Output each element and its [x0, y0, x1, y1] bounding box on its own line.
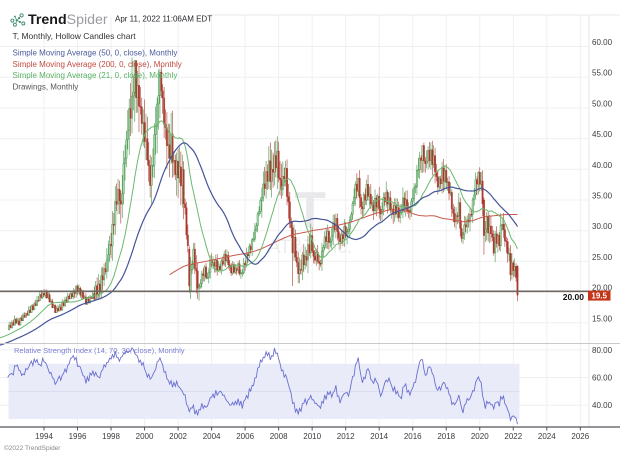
- svg-text:Relative Strength Index (14, 7: Relative Strength Index (14, 70, 30, clo…: [14, 346, 185, 355]
- svg-text:20.00: 20.00: [563, 292, 585, 302]
- svg-text:80.00: 80.00: [592, 346, 613, 355]
- svg-text:40.00: 40.00: [592, 401, 613, 410]
- svg-text:2004: 2004: [203, 432, 221, 441]
- svg-text:1994: 1994: [35, 432, 53, 441]
- svg-text:Simple Moving Average (21, 0,: Simple Moving Average (21, 0, close), Mo…: [13, 71, 178, 80]
- svg-text:2000: 2000: [136, 432, 154, 441]
- svg-text:Simple Moving Average (50, 0,: Simple Moving Average (50, 0, close), Mo…: [13, 49, 178, 58]
- svg-text:60.00: 60.00: [592, 38, 613, 47]
- svg-text:2002: 2002: [169, 432, 187, 441]
- svg-text:Simple Moving Average (200, 0,: Simple Moving Average (200, 0, close), M…: [13, 60, 182, 69]
- svg-text:2018: 2018: [437, 432, 455, 441]
- svg-text:45.00: 45.00: [592, 130, 613, 139]
- svg-text:2014: 2014: [370, 432, 388, 441]
- svg-text:2026: 2026: [571, 432, 589, 441]
- svg-text:40.00: 40.00: [592, 161, 613, 170]
- svg-text:T: T: [294, 182, 326, 240]
- svg-text:50.00: 50.00: [592, 99, 613, 108]
- svg-text:55.00: 55.00: [592, 69, 613, 78]
- svg-text:Drawings, Monthly: Drawings, Monthly: [13, 82, 79, 91]
- svg-text:2008: 2008: [270, 432, 288, 441]
- svg-text:1998: 1998: [102, 432, 120, 441]
- svg-text:2010: 2010: [303, 432, 321, 441]
- svg-text:19.5: 19.5: [591, 291, 607, 300]
- svg-text:20.00: 20.00: [592, 284, 613, 293]
- svg-text:2022: 2022: [504, 432, 522, 441]
- svg-text:35.00: 35.00: [592, 192, 613, 201]
- svg-text:2016: 2016: [404, 432, 422, 441]
- svg-text:TrendSpider: TrendSpider: [28, 12, 108, 28]
- svg-text:2012: 2012: [337, 432, 355, 441]
- svg-text:30.00: 30.00: [592, 222, 613, 231]
- svg-text:T, Monthly, Hollow Candles cha: T, Monthly, Hollow Candles chart: [13, 31, 137, 41]
- svg-text:2006: 2006: [236, 432, 254, 441]
- svg-text:15.00: 15.00: [592, 314, 613, 323]
- svg-text:Apr 11, 2022 11:06AM EDT: Apr 11, 2022 11:06AM EDT: [115, 14, 212, 23]
- svg-text:60.00: 60.00: [592, 374, 613, 383]
- svg-text:2020: 2020: [471, 432, 489, 441]
- svg-text:25.00: 25.00: [592, 253, 613, 262]
- svg-text:©2022 TrendSpider: ©2022 TrendSpider: [4, 444, 61, 452]
- svg-text:1996: 1996: [69, 432, 87, 441]
- svg-text:2024: 2024: [538, 432, 556, 441]
